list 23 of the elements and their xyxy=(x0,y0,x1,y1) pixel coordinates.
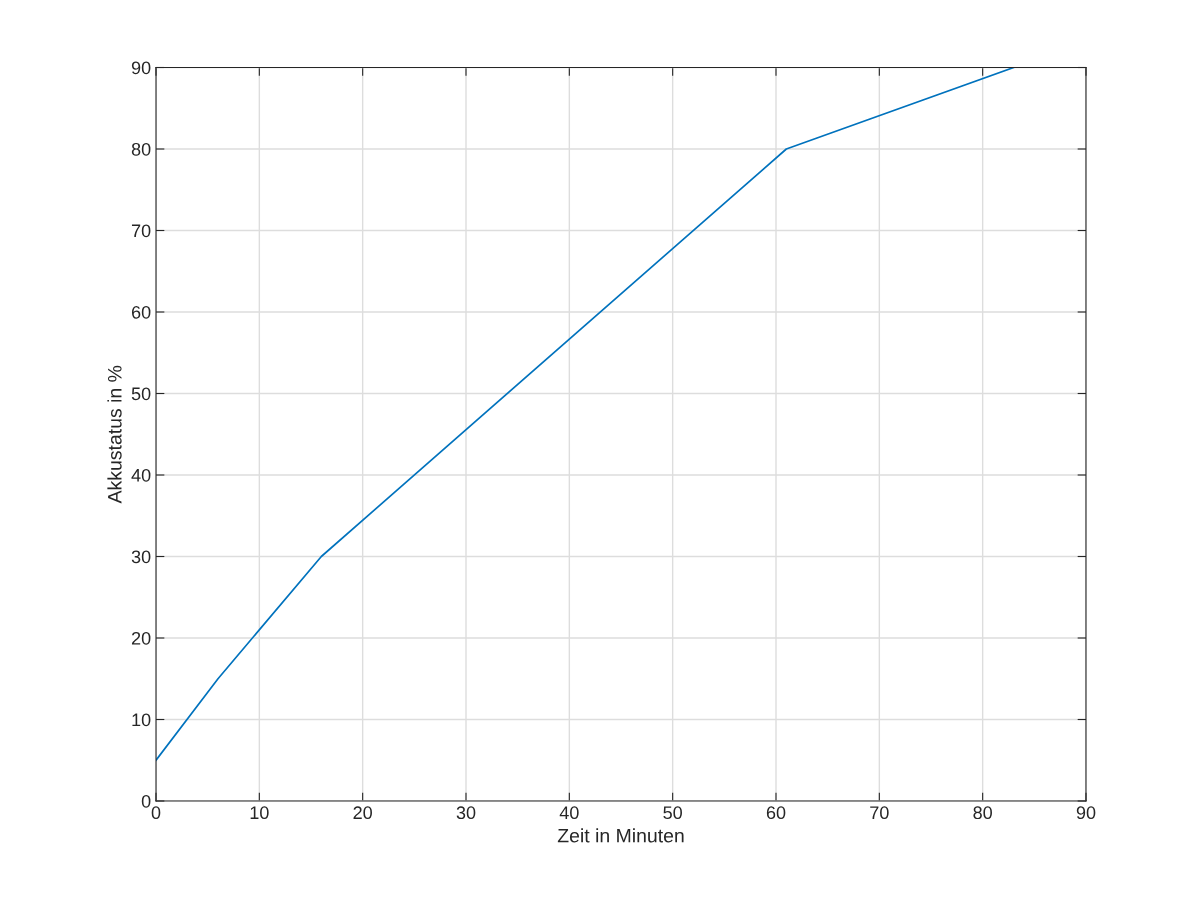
y-tick-label: 10 xyxy=(132,713,151,727)
x-tick-label: 20 xyxy=(353,806,372,820)
line-series xyxy=(156,67,1015,762)
x-tick-label: 0 xyxy=(151,806,161,820)
y-tick-label: 30 xyxy=(131,550,151,564)
x-tick-label: 90 xyxy=(1076,806,1096,820)
y-tick-label: 50 xyxy=(131,387,151,401)
y-axis-title: Akkustatus in % xyxy=(107,365,122,504)
x-tick-label: 40 xyxy=(559,806,579,820)
y-tick-label: 70 xyxy=(131,224,151,238)
x-tick-label: 60 xyxy=(766,806,786,820)
x-axis-title: Zeit in Minuten xyxy=(557,828,684,843)
y-tick-label: 60 xyxy=(131,305,151,319)
x-tick-label: 70 xyxy=(870,806,889,820)
x-tick-label: 80 xyxy=(973,806,992,820)
x-tick-label: 50 xyxy=(663,806,682,820)
y-tick-label: 80 xyxy=(131,142,151,156)
x-tick-label: 30 xyxy=(456,806,476,820)
y-tick-label: 0 xyxy=(141,794,151,808)
y-tick-label: 90 xyxy=(131,61,151,75)
y-tick-label: 20 xyxy=(131,631,151,645)
x-tick-label: 10 xyxy=(250,806,269,820)
y-tick-label: 40 xyxy=(131,468,151,482)
